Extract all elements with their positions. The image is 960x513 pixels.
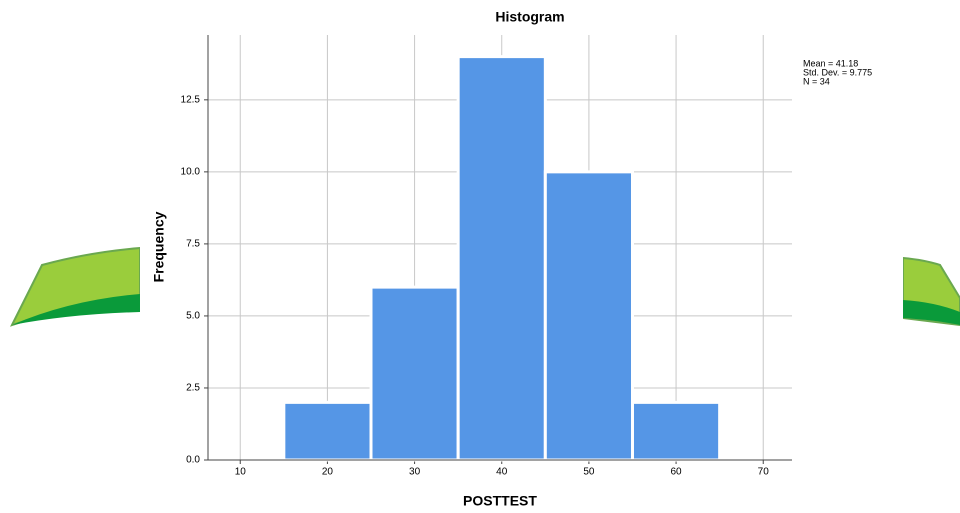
y-tick-label: 5.0 bbox=[186, 311, 200, 322]
bar bbox=[371, 287, 458, 460]
chart: Histogram POSTTEST Frequency 0.0 2.5 5.0 7.… bbox=[0, 0, 960, 513]
y-axis-label: Frequency bbox=[151, 211, 167, 282]
x-axis-label: POSTTEST bbox=[463, 493, 537, 509]
x-tick-label: 60 bbox=[671, 467, 683, 478]
chart-title: Histogram bbox=[495, 9, 564, 25]
x-tick-label: 20 bbox=[322, 467, 334, 478]
y-tick-label: 2.5 bbox=[186, 383, 200, 394]
bar bbox=[284, 402, 371, 460]
bar bbox=[545, 172, 632, 460]
x-tick-label: 50 bbox=[583, 467, 595, 478]
x-tick-label: 10 bbox=[235, 467, 247, 478]
y-tick-label: 0.0 bbox=[186, 455, 200, 466]
x-tick-label: 30 bbox=[409, 467, 421, 478]
y-tick-label: 10.0 bbox=[181, 167, 201, 178]
page: Histogram POSTTEST Frequency 0.0 2.5 5.0 7.… bbox=[0, 0, 960, 513]
bar bbox=[458, 57, 545, 460]
bar bbox=[632, 402, 719, 460]
x-tick-label: 40 bbox=[496, 467, 508, 478]
y-tick-label: 7.5 bbox=[186, 239, 200, 250]
y-tick-label: 12.5 bbox=[181, 94, 201, 105]
stats-text: N = 34 bbox=[803, 76, 830, 86]
x-tick-label: 70 bbox=[758, 467, 770, 478]
